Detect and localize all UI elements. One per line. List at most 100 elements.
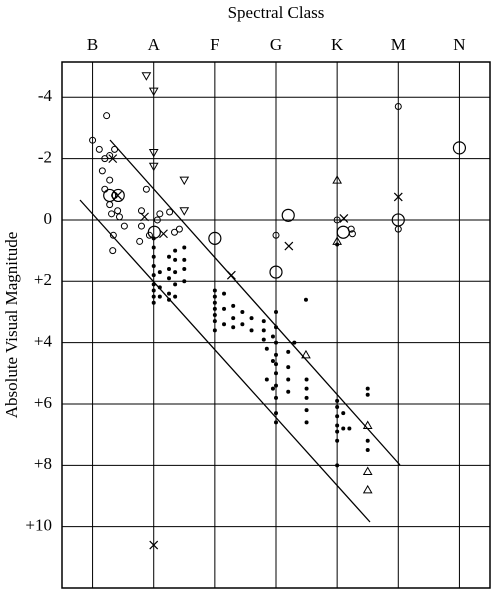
star-dot (182, 279, 187, 284)
star-dot (303, 297, 308, 302)
star-circle-large (391, 213, 405, 227)
main-sequence-upper-bound (109, 139, 401, 466)
star-circle (137, 222, 145, 230)
star-circle (115, 213, 123, 221)
star-circle (156, 210, 164, 218)
star-dot (231, 325, 236, 330)
star-dot (335, 398, 340, 403)
star-dot (274, 340, 278, 345)
star-dot (212, 306, 217, 311)
star-circle (106, 152, 114, 160)
star-dot (274, 309, 278, 314)
star-circle (111, 145, 119, 153)
star-dot (261, 319, 266, 324)
y-tick-label: +8 (34, 454, 52, 473)
star-dot (365, 447, 370, 452)
x-tick-label: A (148, 35, 161, 54)
star-dot (365, 438, 370, 443)
star-dot (167, 267, 171, 272)
star-dot (167, 291, 171, 296)
y-tick-label: -4 (38, 86, 53, 105)
star-triangle-up (362, 484, 373, 494)
star-dot (231, 316, 236, 321)
star-circle (137, 207, 145, 215)
star-dot (335, 463, 340, 468)
y-tick-label: +2 (34, 270, 52, 289)
x-tick-label: N (453, 35, 465, 54)
star-dot (286, 349, 291, 354)
star-dot (182, 267, 187, 272)
star-dot (173, 257, 178, 262)
star-circle-large (147, 225, 161, 239)
star-circle (394, 102, 402, 110)
star-dot (270, 334, 275, 339)
main-sequence-lower-bound (79, 199, 371, 523)
star-triangle-down (148, 87, 159, 97)
star-dot (365, 392, 370, 397)
star-cross (159, 229, 168, 239)
star-triangle-up (332, 175, 343, 184)
star-circle (106, 176, 114, 184)
star-dot (222, 291, 227, 296)
y-axis-label: Absolute Visual Magnitude (2, 232, 21, 419)
star-dot (240, 309, 245, 314)
star-dot (274, 395, 278, 400)
star-circle (136, 237, 144, 245)
star-dot (274, 362, 278, 367)
star-dot (286, 365, 291, 370)
star-circle (109, 231, 117, 239)
star-dot (151, 254, 156, 259)
star-dot (173, 294, 178, 299)
star-dot (274, 411, 278, 416)
star-circle (120, 222, 128, 230)
star-dot (270, 386, 275, 391)
star-circle (272, 231, 280, 239)
star-dot (173, 282, 178, 287)
star-dot (341, 411, 346, 416)
star-dot (274, 371, 278, 376)
star-circle-large (103, 188, 117, 203)
y-tick-label: -2 (38, 148, 52, 167)
star-circle (108, 210, 116, 218)
star-dot (212, 313, 217, 318)
star-dot (286, 377, 291, 382)
star-cross (113, 190, 123, 200)
x-axis-label: Spectral Class (228, 3, 325, 22)
star-circle (175, 225, 183, 233)
star-dot (212, 288, 217, 293)
star-dot (151, 300, 156, 305)
star-cross (108, 154, 118, 164)
star-circle-large (269, 265, 283, 279)
star-triangle-up (332, 236, 343, 245)
star-dot (167, 254, 171, 259)
star-circle (171, 228, 179, 236)
star-dot (249, 316, 254, 321)
star-dot (341, 426, 346, 431)
y-tick-label: 0 (44, 209, 53, 228)
star-circle (101, 155, 109, 163)
star-circle (106, 201, 114, 209)
star-dot (231, 303, 236, 308)
star-dot (274, 420, 278, 425)
star-circle-large (452, 141, 467, 155)
star-dot (264, 346, 269, 351)
star-triangle-up (362, 466, 373, 475)
x-tick-label: K (331, 35, 344, 54)
star-cross (140, 212, 149, 222)
star-triangle-up (362, 420, 373, 429)
star-triangle-down (179, 176, 190, 186)
star-dot (270, 359, 275, 364)
star-dot (157, 285, 162, 290)
star-dot (167, 297, 171, 302)
star-circle (95, 145, 103, 153)
y-tick-label: +10 (25, 516, 52, 535)
star-circle-large (208, 231, 222, 245)
star-dot (151, 288, 156, 293)
star-dot (347, 426, 352, 431)
star-dot (151, 294, 156, 299)
star-circle (145, 231, 153, 239)
star-dot (222, 322, 227, 327)
star-dot (365, 386, 370, 391)
star-dot (335, 423, 340, 428)
